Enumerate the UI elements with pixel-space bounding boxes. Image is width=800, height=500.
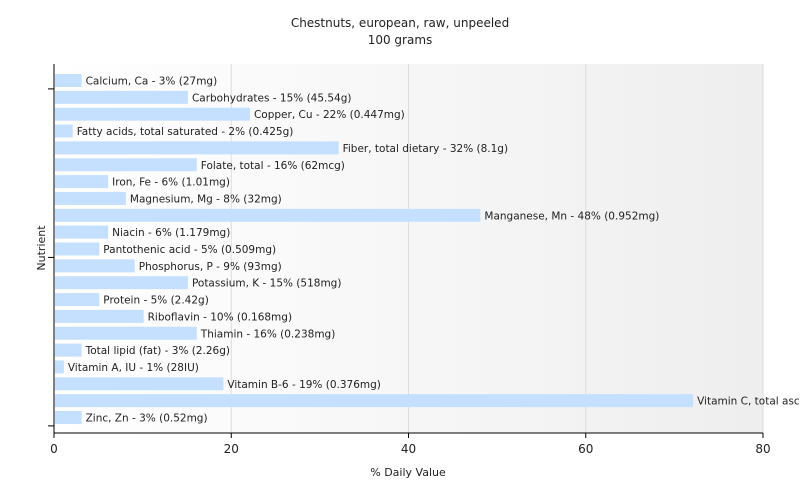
bar [55,208,481,222]
bar-label: Carbohydrates - 15% (45.54g) [192,92,352,104]
bar [55,225,109,239]
bar [55,411,82,424]
chart-title: Chestnuts, european, raw, unpeeled [291,16,509,30]
bar-label: Potassium, K - 15% (518mg) [192,278,342,290]
bar [55,90,188,104]
bar-label: Magnesium, Mg - 8% (32mg) [130,193,282,205]
bar [55,360,64,374]
bar [55,343,82,357]
bar-label: Iron, Fe - 6% (1.01mg) [112,177,230,189]
bar [55,377,224,391]
bar-label: Vitamin A, IU - 1% (28IU) [68,362,199,374]
bar-label: Protein - 5% (2.42g) [103,295,209,307]
x-tick-label: 20 [224,442,239,456]
bar [55,309,144,323]
bar [55,141,339,155]
bar [55,293,100,307]
bar-label: Folate, total - 16% (62mcg) [201,160,345,172]
bar-label: Vitamin B-6 - 19% (0.376mg) [227,379,381,391]
bar-label: Thiamin - 16% (0.238mg) [200,328,336,340]
bar-label: Copper, Cu - 22% (0.447mg) [254,109,405,121]
x-tick-label: 0 [50,442,58,456]
bar-label: Fiber, total dietary - 32% (8.1g) [343,143,508,155]
bar-label: Manganese, Mn - 48% (0.952mg) [484,210,659,222]
bar-label: Vitamin C, total ascorbic acid - 72% (43… [697,396,800,408]
bar [55,326,197,340]
bar-label: Calcium, Ca - 3% (27mg) [86,76,218,88]
bar-label: Niacin - 6% (1.179mg) [112,227,230,239]
x-ticks: 0 20 40 60 80 [50,433,771,456]
bar [55,107,250,121]
bar-label: Zinc, Zn - 3% (0.52mg) [86,413,208,425]
x-axis-label: % Daily Value [370,466,446,479]
bar-label: Total lipid (fat) - 3% (2.26g) [85,345,230,357]
bar [55,124,73,138]
bar [55,191,126,205]
bar-label: Phosphorus, P - 9% (93mg) [139,261,282,273]
bars [55,74,694,424]
bar [55,175,109,189]
x-tick-label: 60 [578,442,593,456]
bar [55,74,82,87]
bar-label: Fatty acids, total saturated - 2% (0.425… [77,126,294,138]
x-tick-label: 40 [401,442,416,456]
y-axis-label: Nutrient [35,225,48,271]
bar-label: Riboflavin - 10% (0.168mg) [148,311,292,323]
chart-subtitle: 100 grams [368,33,433,47]
bar [55,394,694,408]
bar [55,242,100,256]
bar [55,158,197,172]
grid [230,64,764,433]
bar [55,259,135,273]
x-tick-label: 80 [755,442,770,456]
bar-label: Pantothenic acid - 5% (0.509mg) [103,244,276,256]
bar-labels: Calcium, Ca - 3% (27mg) Carbohydrates - 1… [68,76,800,425]
bar [55,276,188,290]
